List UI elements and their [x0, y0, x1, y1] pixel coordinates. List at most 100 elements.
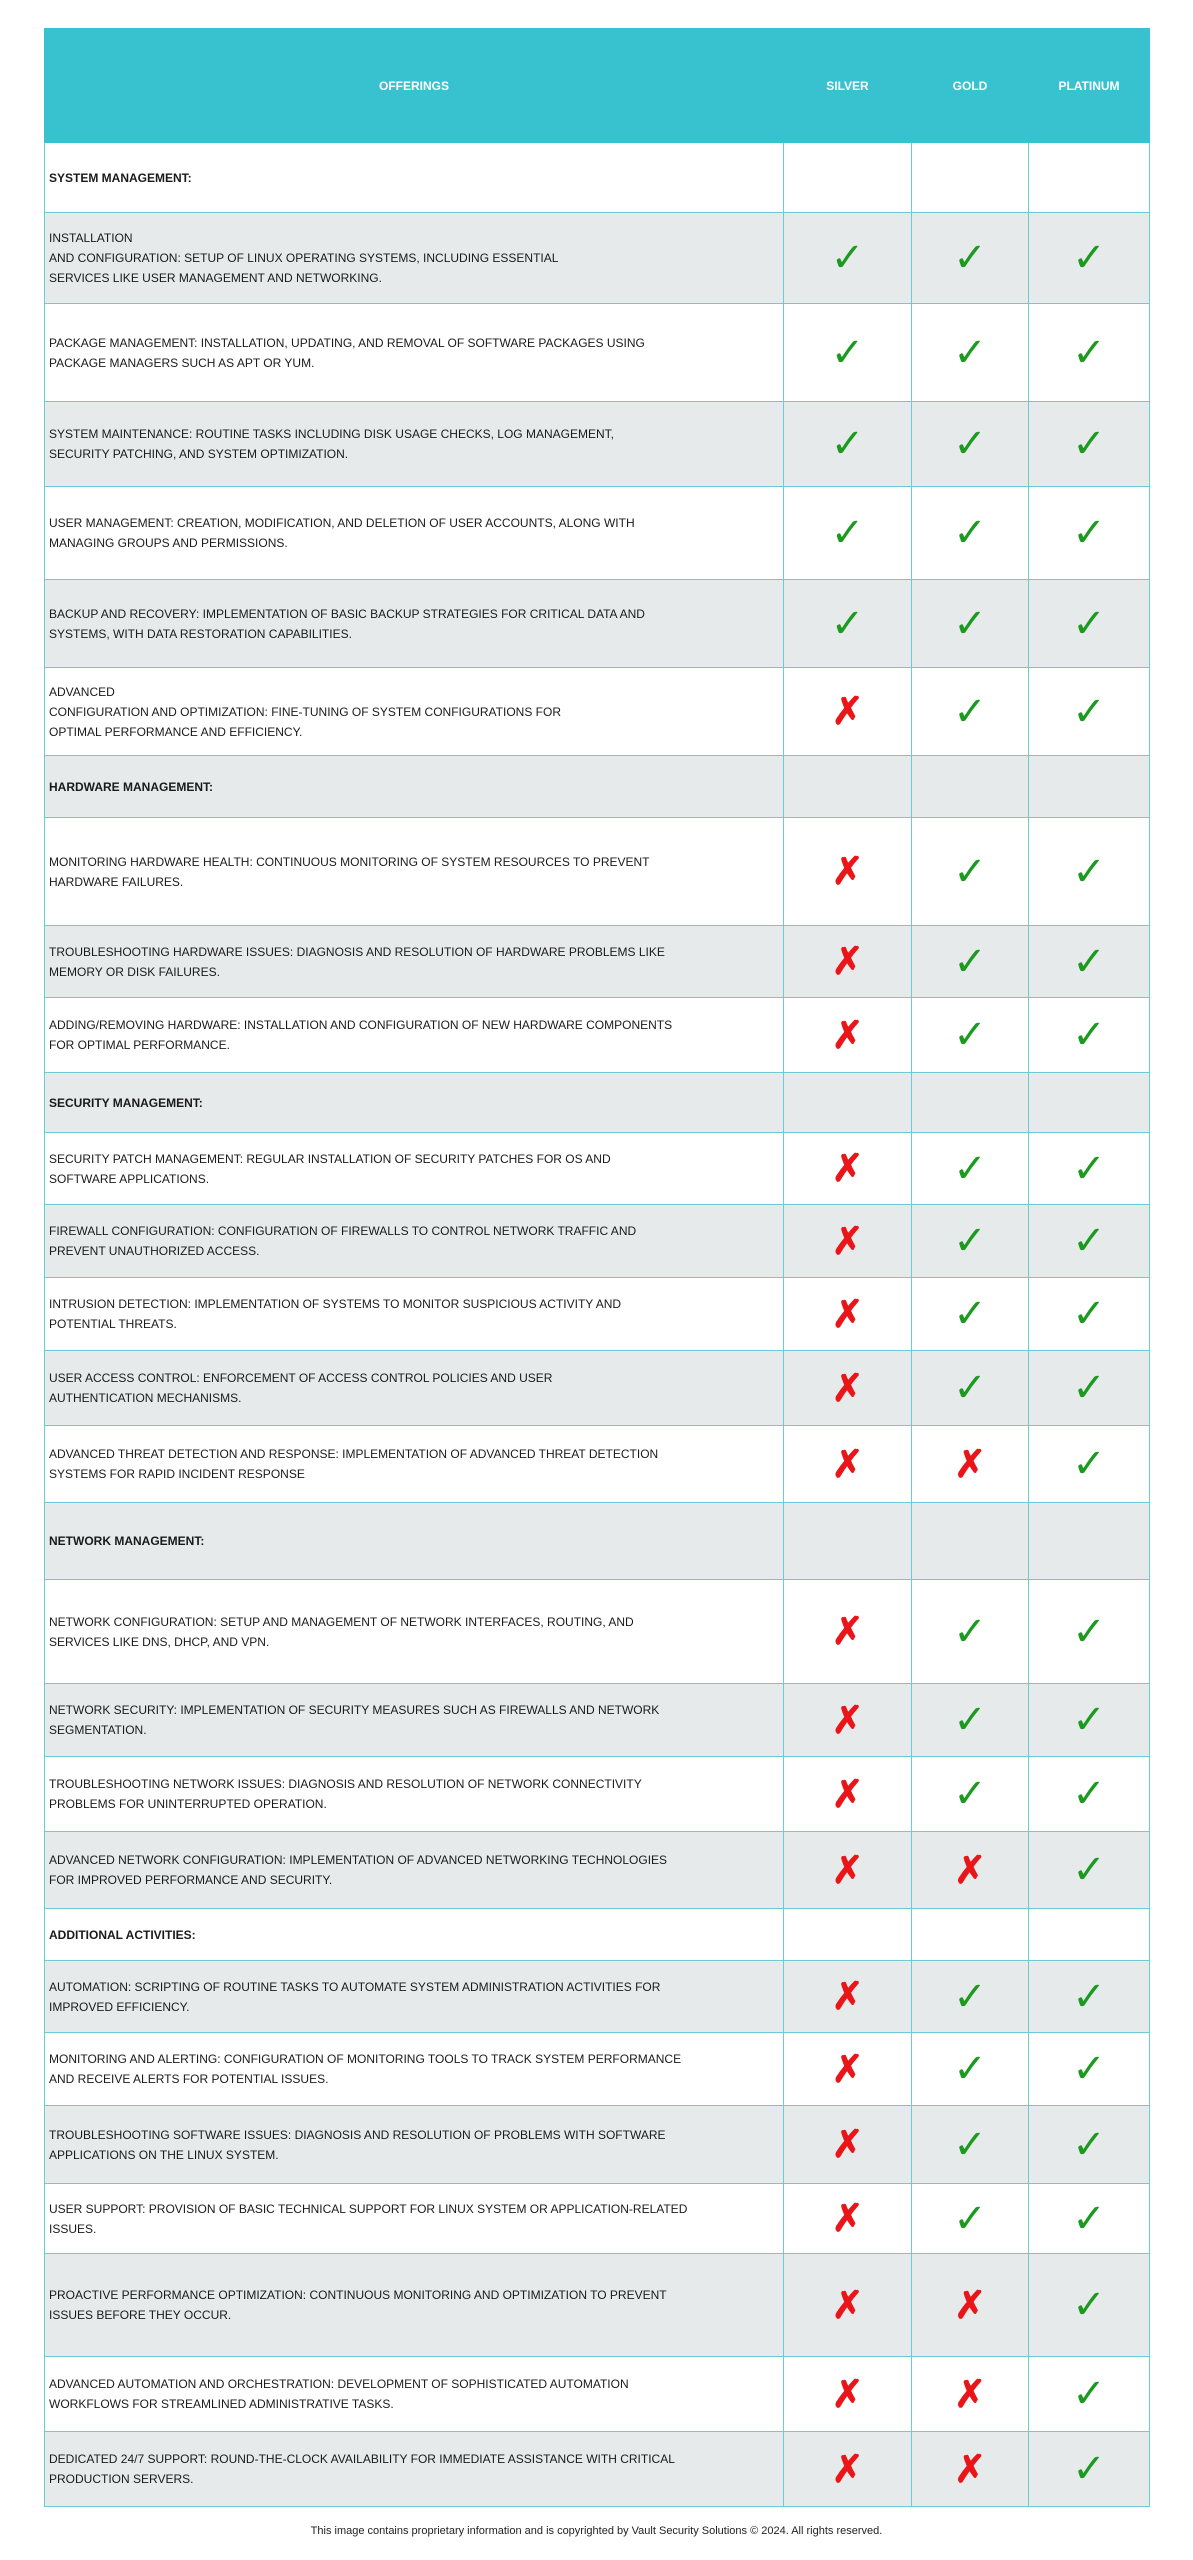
- checkmark-icon: ✓: [1072, 1013, 1106, 1057]
- offering-description: MONITORING AND ALERTING: CONFIGURATION O…: [44, 2032, 784, 2106]
- cross-icon: ✗: [831, 1220, 864, 1263]
- offering-description: TROUBLESHOOTING SOFTWARE ISSUES: DIAGNOS…: [44, 2105, 784, 2184]
- silver-cell: ✗: [783, 1350, 912, 1426]
- silver-cell: ✓: [783, 579, 912, 668]
- platinum-cell: ✓: [1028, 2253, 1150, 2357]
- gold-cell: ✓: [911, 1683, 1029, 1757]
- table-row: NETWORK SECURITY: IMPLEMENTATION OF SECU…: [44, 1683, 1150, 1757]
- offering-description: TROUBLESHOOTING NETWORK ISSUES: DIAGNOSI…: [44, 1756, 784, 1832]
- table-row: INSTALLATION AND CONFIGURATION: SETUP OF…: [44, 212, 1150, 304]
- platinum-cell: ✓: [1028, 1204, 1150, 1278]
- header-platinum: PLATINUM: [1028, 28, 1150, 143]
- gold-cell: ✗: [911, 1425, 1029, 1503]
- table-row: INTRUSION DETECTION: IMPLEMENTATION OF S…: [44, 1277, 1150, 1351]
- section-title: ADDITIONAL ACTIVITIES:: [44, 1908, 784, 1961]
- platinum-cell: ✓: [1028, 817, 1150, 926]
- platinum-cell: [1028, 142, 1150, 213]
- cross-icon: ✗: [831, 691, 864, 733]
- checkmark-icon: ✓: [1072, 1848, 1106, 1892]
- silver-cell: ✓: [783, 303, 912, 402]
- silver-cell: ✗: [783, 1756, 912, 1832]
- gold-cell: ✗: [911, 2356, 1029, 2432]
- table-row: TROUBLESHOOTING SOFTWARE ISSUES: DIAGNOS…: [44, 2105, 1150, 2184]
- checkmark-icon: ✓: [830, 422, 865, 466]
- offering-description: NETWORK SECURITY: IMPLEMENTATION OF SECU…: [44, 1683, 784, 1757]
- offering-description: NETWORK CONFIGURATION: SETUP AND MANAGEM…: [44, 1579, 784, 1684]
- silver-cell: ✗: [783, 1425, 912, 1503]
- platinum-cell: ✓: [1028, 1132, 1150, 1205]
- checkmark-icon: ✓: [1072, 422, 1106, 466]
- table-row: USER MANAGEMENT: CREATION, MODIFICATION,…: [44, 486, 1150, 580]
- offering-description: FIREWALL CONFIGURATION: CONFIGURATION OF…: [44, 1204, 784, 1278]
- gold-cell: ✗: [911, 1831, 1029, 1909]
- checkmark-icon: ✓: [953, 1219, 987, 1263]
- checkmark-icon: ✓: [953, 2047, 987, 2091]
- platinum-cell: ✓: [1028, 2356, 1150, 2432]
- checkmark-icon: ✓: [1072, 511, 1106, 555]
- cross-icon: ✗: [954, 1849, 986, 1892]
- platinum-cell: ✓: [1028, 1831, 1150, 1909]
- checkmark-icon: ✓: [953, 1609, 987, 1654]
- checkmark-icon: ✓: [1072, 1609, 1106, 1654]
- header-gold: GOLD: [911, 28, 1029, 143]
- checkmark-icon: ✓: [1072, 1146, 1106, 1191]
- platinum-cell: ✓: [1028, 1683, 1150, 1757]
- checkmark-icon: ✓: [830, 236, 865, 280]
- table-row: SECURITY PATCH MANAGEMENT: REGULAR INSTA…: [44, 1132, 1150, 1205]
- cross-icon: ✗: [831, 1611, 864, 1653]
- gold-cell: ✓: [911, 2183, 1029, 2254]
- cross-icon: ✗: [831, 2373, 864, 2416]
- section-title: SECURITY MANAGEMENT:: [44, 1072, 784, 1133]
- gold-cell: ✓: [911, 817, 1029, 926]
- checkmark-icon: ✓: [953, 1366, 987, 1410]
- silver-cell: [783, 1502, 912, 1580]
- offering-description: SYSTEM MAINTENANCE: ROUTINE TASKS INCLUD…: [44, 401, 784, 487]
- section-header-row: SECURITY MANAGEMENT:: [44, 1072, 1150, 1133]
- silver-cell: [783, 142, 912, 213]
- platinum-cell: ✓: [1028, 303, 1150, 402]
- cross-icon: ✗: [954, 1443, 986, 1486]
- silver-cell: [783, 755, 912, 818]
- offering-description: USER SUPPORT: PROVISION OF BASIC TECHNIC…: [44, 2183, 784, 2254]
- offering-description: MONITORING HARDWARE HEALTH: CONTINUOUS M…: [44, 817, 784, 926]
- table-row: PACKAGE MANAGEMENT: INSTALLATION, UPDATI…: [44, 303, 1150, 402]
- checkmark-icon: ✓: [830, 511, 865, 555]
- cross-icon: ✗: [831, 1699, 864, 1742]
- offering-description: ADDING/REMOVING HARDWARE: INSTALLATION A…: [44, 997, 784, 1073]
- silver-cell: ✗: [783, 2183, 912, 2254]
- gold-cell: ✓: [911, 997, 1029, 1073]
- cross-icon: ✗: [831, 2124, 864, 2166]
- platinum-cell: ✓: [1028, 579, 1150, 668]
- gold-cell: ✓: [911, 1756, 1029, 1832]
- checkmark-icon: ✓: [830, 330, 865, 375]
- checkmark-icon: ✓: [953, 939, 987, 984]
- gold-cell: ✗: [911, 2253, 1029, 2357]
- silver-cell: [783, 1072, 912, 1133]
- checkmark-icon: ✓: [1072, 689, 1106, 734]
- gold-cell: ✓: [911, 1132, 1029, 1205]
- silver-cell: ✗: [783, 1132, 912, 1205]
- gold-cell: ✗: [911, 2431, 1029, 2507]
- platinum-cell: ✓: [1028, 486, 1150, 580]
- gold-cell: ✓: [911, 1579, 1029, 1684]
- offering-description: SECURITY PATCH MANAGEMENT: REGULAR INSTA…: [44, 1132, 784, 1205]
- checkmark-icon: ✓: [953, 1146, 987, 1191]
- section-title: NETWORK MANAGEMENT:: [44, 1502, 784, 1580]
- table-row: NETWORK CONFIGURATION: SETUP AND MANAGEM…: [44, 1579, 1150, 1684]
- checkmark-icon: ✓: [953, 236, 987, 280]
- table-row: TROUBLESHOOTING NETWORK ISSUES: DIAGNOSI…: [44, 1756, 1150, 1832]
- checkmark-icon: ✓: [953, 1292, 987, 1336]
- table-row: ADVANCED NETWORK CONFIGURATION: IMPLEMEN…: [44, 1831, 1150, 1909]
- offering-description: ADVANCED CONFIGURATION AND OPTIMIZATION:…: [44, 667, 784, 756]
- checkmark-icon: ✓: [1072, 1772, 1106, 1816]
- silver-cell: ✗: [783, 2356, 912, 2432]
- checkmark-icon: ✓: [1072, 236, 1106, 280]
- table-row: PROACTIVE PERFORMANCE OPTIMIZATION: CONT…: [44, 2253, 1150, 2357]
- silver-cell: ✗: [783, 997, 912, 1073]
- section-header-row: HARDWARE MANAGEMENT:: [44, 755, 1150, 818]
- checkmark-icon: ✓: [830, 601, 865, 646]
- silver-cell: ✓: [783, 486, 912, 580]
- table-row: AUTOMATION: SCRIPTING OF ROUTINE TASKS T…: [44, 1960, 1150, 2033]
- gold-cell: ✓: [911, 303, 1029, 402]
- table-row: MONITORING HARDWARE HEALTH: CONTINUOUS M…: [44, 817, 1150, 926]
